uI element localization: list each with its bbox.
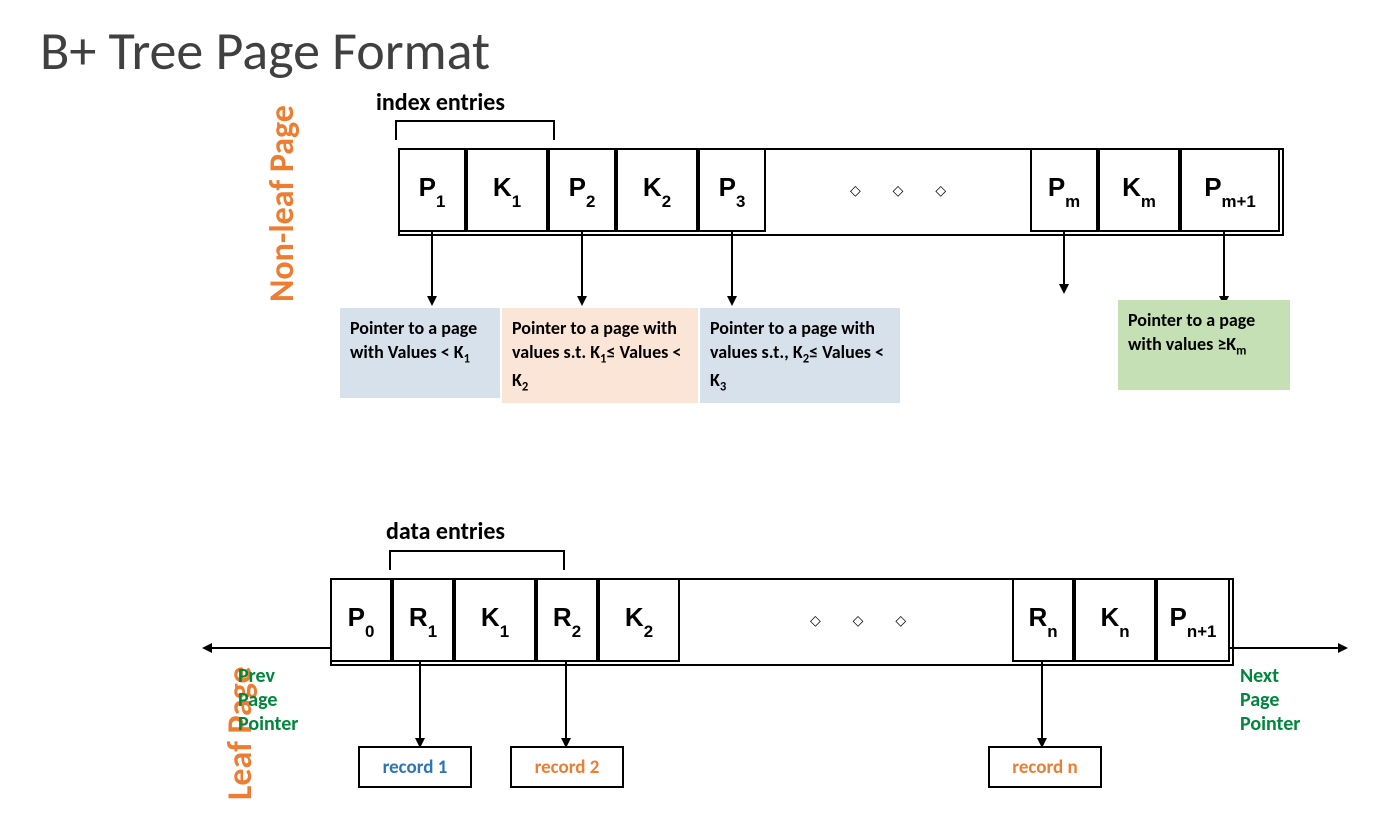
leaf-cell-7: Pn+1 [1156, 578, 1230, 662]
leaf-cell-4: K2 [598, 578, 680, 662]
nonleaf-cell-2: P2 [548, 148, 616, 232]
leaf-arrow-2 [1041, 662, 1043, 740]
leaf-arrow-0 [419, 662, 421, 740]
nonleaf-arrow-3 [1063, 232, 1065, 286]
nonleaf-label: Non-leaf Page [262, 105, 303, 302]
leaf-cell-2: K1 [454, 578, 536, 662]
nonleaf-dots: ◇ ◇ ◇ [850, 182, 960, 199]
leaf-arrow-1 [565, 662, 567, 740]
data-bracket [389, 550, 565, 570]
nonleaf-arrow-4 [1223, 232, 1225, 298]
nonleaf-cell-4: P3 [698, 148, 766, 232]
nonleaf-cell-6: Km [1098, 148, 1180, 232]
nonleaf-note-3: Pointer to a page with values ≥Km [1118, 300, 1290, 390]
nonleaf-cell-5: Pm [1030, 148, 1098, 232]
nonleaf-note-2: Pointer to a page with values s.t., K2≤ … [700, 308, 900, 403]
leaf-cell-0: P0 [330, 578, 392, 662]
nonleaf-cell-7: Pm+1 [1180, 148, 1280, 232]
nonleaf-arrow-0 [431, 232, 433, 298]
nonleaf-cell-0: P1 [398, 148, 466, 232]
record-box-2: record n [988, 746, 1102, 788]
nonleaf-cell-1: K1 [466, 148, 548, 232]
prev-page-arrow [210, 647, 330, 649]
leaf-cell-6: Kn [1074, 578, 1156, 662]
data-bracket-label: data entries [386, 517, 505, 546]
leaf-cell-1: R1 [392, 578, 454, 662]
index-bracket [395, 120, 555, 140]
next-page-arrow [1230, 647, 1340, 649]
leaf-dots: ◇ ◇ ◇ [810, 612, 920, 629]
prev-page-label: PrevPagePointer [238, 664, 298, 736]
next-page-label: NextPagePointer [1240, 664, 1300, 736]
nonleaf-note-0: Pointer to a page with Values < K1 [340, 308, 500, 398]
slide-title: B+ Tree Page Format [40, 18, 490, 84]
nonleaf-arrow-2 [731, 232, 733, 298]
index-bracket-label: index entries [376, 88, 505, 117]
record-box-0: record 1 [358, 746, 472, 788]
record-box-1: record 2 [510, 746, 624, 788]
leaf-cell-5: Rn [1012, 578, 1074, 662]
nonleaf-arrow-1 [581, 232, 583, 298]
leaf-cell-3: R2 [536, 578, 598, 662]
nonleaf-note-1: Pointer to a page with values s.t. K1≤ V… [502, 308, 698, 403]
nonleaf-cell-3: K2 [616, 148, 698, 232]
